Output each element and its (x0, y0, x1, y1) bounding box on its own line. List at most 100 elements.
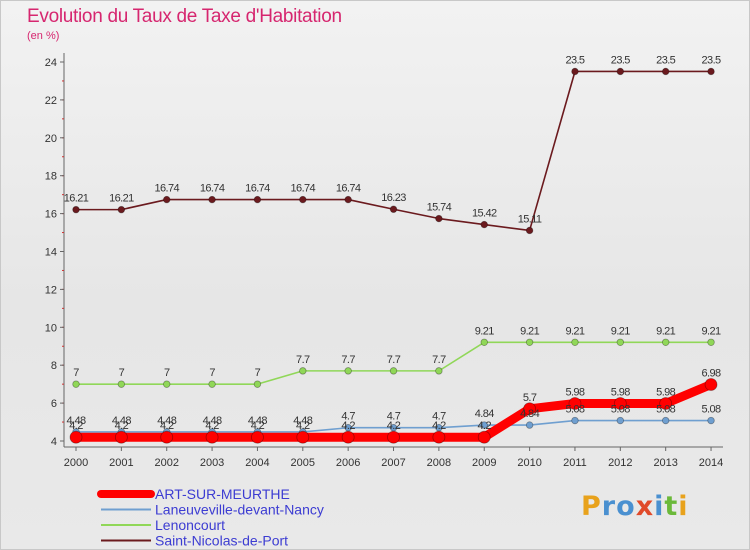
data-label: 9.21 (702, 325, 721, 337)
data-point (435, 367, 443, 375)
logo-letter: t (664, 491, 679, 522)
chart-title: Evolution du Taux de Taxe d'Habitation (27, 6, 342, 27)
data-point (117, 380, 126, 388)
data-label: 4.2 (251, 420, 265, 432)
data-label: 7 (73, 367, 79, 379)
data-point (525, 421, 534, 429)
data-label: 4.84 (520, 408, 539, 420)
logo-letter: o (616, 491, 636, 522)
data-label: 4.48 (112, 415, 131, 427)
x-tick-label: 2013 (653, 457, 677, 469)
data-label: 4.48 (203, 415, 222, 427)
y-tick-label: 24 (45, 57, 57, 69)
x-tick-label: 2000 (64, 457, 88, 469)
logo-letter: i (654, 491, 665, 522)
data-point (661, 416, 670, 425)
data-point (523, 402, 536, 416)
data-label: 4.2 (69, 420, 83, 432)
data-label: 4.7 (341, 411, 355, 423)
data-label: 15.74 (427, 202, 452, 214)
data-label: 7 (164, 367, 170, 379)
x-tick-label: 2005 (291, 457, 315, 469)
logo-letter: x (635, 491, 655, 522)
data-point (571, 416, 579, 425)
data-point (251, 430, 264, 444)
x-tick-label: 2014 (699, 457, 723, 469)
x-tick-label: 2008 (427, 457, 451, 469)
data-label: 4.2 (432, 420, 446, 432)
y-tick-label: 4 (51, 436, 57, 448)
data-label: 4.84 (475, 408, 494, 420)
data-label: 6.98 (702, 368, 721, 380)
data-point (525, 338, 534, 346)
data-label: 9.21 (611, 325, 630, 337)
data-label: 7.7 (387, 354, 401, 366)
x-tick-label: 2006 (336, 457, 360, 469)
data-point (344, 195, 352, 204)
x-tick-label: 2004 (245, 457, 269, 469)
data-point (435, 424, 443, 432)
data-label: 4.48 (293, 415, 312, 427)
data-label: 4.7 (387, 411, 401, 423)
data-point (344, 367, 352, 375)
data-label: 4.48 (66, 415, 85, 427)
data-label: 4.48 (248, 415, 267, 427)
data-point (253, 195, 262, 204)
legend-label: Lenoncourt (155, 517, 225, 533)
data-label: 5.7 (523, 392, 537, 404)
data-label: 16.74 (336, 183, 361, 195)
data-label: 4.48 (157, 415, 176, 427)
y-tick-label: 12 (45, 284, 57, 296)
y-tick-label: 8 (51, 360, 57, 372)
data-label: 7.7 (432, 354, 446, 366)
y-tick-label: 6 (51, 398, 57, 410)
data-label: 5.08 (702, 404, 721, 416)
data-point (72, 380, 80, 388)
data-point (69, 430, 83, 444)
legend-label: ART-SUR-MEURTHE (155, 486, 290, 502)
data-label: 9.21 (565, 325, 584, 337)
data-point (114, 430, 128, 444)
x-tick-label: 2007 (381, 457, 405, 469)
data-label: 16.74 (291, 183, 316, 195)
data-label: 7 (119, 367, 125, 379)
data-label: 7.7 (341, 354, 355, 366)
data-label: 4.2 (341, 420, 355, 432)
y-tick-label: 10 (45, 322, 57, 334)
data-point (480, 220, 488, 229)
data-label: 5.98 (611, 386, 630, 398)
chart-subtitle: (en %) (27, 30, 60, 42)
data-point (296, 430, 310, 444)
data-label: 15.11 (518, 213, 542, 225)
data-point (477, 430, 491, 444)
data-label: 16.23 (381, 192, 406, 204)
data-label: 5.08 (565, 404, 584, 416)
logo-letter: i (678, 491, 689, 522)
data-point (661, 338, 670, 346)
data-point (341, 430, 355, 444)
data-point (208, 195, 216, 204)
data-point (163, 195, 171, 204)
x-tick-label: 2002 (154, 457, 178, 469)
x-tick-label: 2003 (200, 457, 224, 469)
x-tick-label: 2012 (608, 457, 632, 469)
legend-label: Laneuveville-devant-Nancy (155, 502, 324, 518)
data-label: 23.5 (656, 54, 675, 66)
data-label: 23.5 (565, 54, 584, 66)
legend-label: Saint-Nicolas-de-Port (155, 533, 288, 549)
data-point (571, 67, 579, 76)
logo-letter: P (581, 491, 602, 522)
y-tick-label: 16 (45, 209, 57, 221)
data-label: 9.21 (475, 325, 494, 337)
data-label: 23.5 (611, 54, 630, 66)
proxiti-logo: Proxiti (581, 491, 689, 522)
data-point (707, 338, 715, 346)
data-label: 4.2 (296, 420, 310, 432)
data-label: 16.21 (109, 193, 134, 205)
x-tick-label: 2009 (472, 457, 496, 469)
data-label: 16.74 (245, 183, 270, 195)
data-label: 4.7 (432, 411, 446, 423)
y-tick-label: 20 (45, 133, 57, 145)
data-point (432, 430, 446, 444)
data-label: 4.2 (205, 420, 219, 432)
